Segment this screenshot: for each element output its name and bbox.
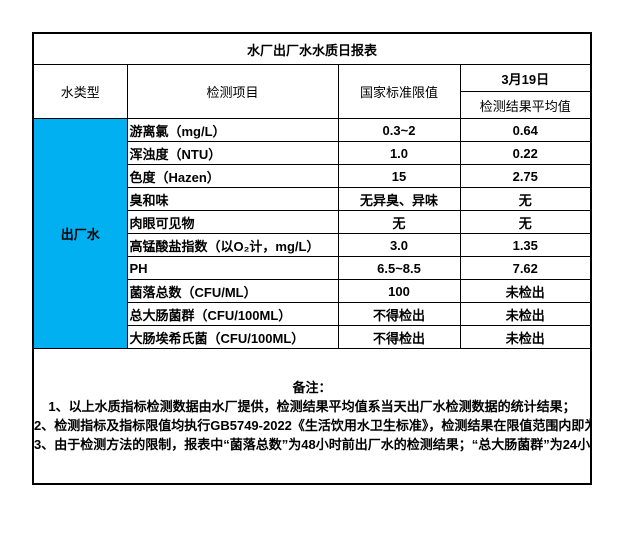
col-header-item: 检测项目: [126, 64, 339, 119]
item-cell: 浑浊度（NTU）: [126, 141, 339, 165]
item-cell: 游离氯（mg/L）: [126, 118, 339, 142]
item-cell: 大肠埃希氏菌（CFU/100ML）: [126, 325, 339, 349]
result-cell: 7.62: [459, 256, 592, 280]
table-row: 肉眼可见物 无 无: [33, 210, 592, 234]
result-cell: 未检出: [459, 325, 592, 349]
note-1: 1、以上水质指标检测数据由水厂提供，检测结果平均值系当天出厂水检测数据的统计结果…: [48, 399, 576, 414]
table-row: 总大肠菌群（CFU/100ML） 不得检出 未检出: [33, 302, 592, 326]
note-2: 2、检测指标及指标限值均执行GB5749-2022《生活饮用水卫生标准》，检测结…: [34, 418, 592, 433]
standard-cell: 6.5~8.5: [337, 256, 461, 280]
col-header-water-type: 水类型: [32, 64, 128, 119]
item-cell: 肉眼可见物: [126, 210, 339, 234]
header-row: 水类型 检测项目 国家标准限值 3月19日: [32, 64, 592, 119]
table-row: 高锰酸盐指数（以O₂计，mg/L） 3.0 1.35: [33, 233, 592, 257]
standard-cell: 不得检出: [337, 325, 461, 349]
table-row: 菌落总数（CFU/ML） 100 未检出: [33, 279, 592, 303]
result-cell: 无: [459, 210, 592, 234]
standard-cell: 0.3~2: [337, 118, 461, 142]
standard-cell: 不得检出: [337, 302, 461, 326]
water-type-value: 出厂水: [32, 118, 128, 349]
standard-cell: 15: [337, 164, 461, 188]
result-cell: 未检出: [459, 279, 592, 303]
header-subrow: 检测结果平均值: [33, 91, 592, 119]
result-cell: 未检出: [459, 302, 592, 326]
item-cell: PH: [126, 256, 339, 280]
item-cell: 总大肠菌群（CFU/100ML）: [126, 302, 339, 326]
standard-cell: 3.0: [337, 233, 461, 257]
item-cell: 臭和味: [126, 187, 339, 211]
water-quality-table: 水厂出厂水水质日报表 水类型 检测项目 国家标准限值 3月19日 检测结果平均值…: [32, 32, 593, 485]
item-cell: 色度（Hazen）: [126, 164, 339, 188]
report-title: 水厂出厂水水质日报表: [32, 32, 592, 65]
item-cell: 高锰酸盐指数（以O₂计，mg/L）: [126, 233, 339, 257]
result-cell: 1.35: [459, 233, 592, 257]
title-row: 水厂出厂水水质日报表: [32, 32, 592, 65]
table-row: 大肠埃希氏菌（CFU/100ML） 不得检出 未检出: [33, 325, 592, 349]
standard-cell: 1.0: [337, 141, 461, 165]
table-row: 出厂水 游离氯（mg/L） 0.3~2 0.64: [32, 118, 592, 349]
standard-cell: 100: [337, 279, 461, 303]
note-3: 3、由于检测方法的限制，报表中“菌落总数”为48小时前出厂水的检测结果；“总大肠…: [34, 437, 591, 452]
notes-heading: 备注：: [292, 380, 332, 395]
col-header-result: 检测结果平均值: [459, 91, 592, 119]
table-row: 臭和味 无异臭、异味 无: [33, 187, 592, 211]
col-header-date: 3月19日: [459, 64, 592, 92]
result-cell: 无: [459, 187, 592, 211]
table-row: 色度（Hazen） 15 2.75: [33, 164, 592, 188]
notes-row: 备注： 1、以上水质指标检测数据由水厂提供，检测结果平均值系当天出厂水检测数据的…: [32, 348, 592, 485]
standard-cell: 无: [337, 210, 461, 234]
table-row: 浑浊度（NTU） 1.0 0.22: [33, 141, 592, 165]
col-header-standard: 国家标准限值: [337, 64, 461, 119]
result-cell: 0.22: [459, 141, 592, 165]
result-cell: 0.64: [459, 118, 592, 142]
result-cell: 2.75: [459, 164, 592, 188]
notes-section: 备注： 1、以上水质指标检测数据由水厂提供，检测结果平均值系当天出厂水检测数据的…: [32, 348, 592, 485]
table-row: PH 6.5~8.5 7.62: [33, 256, 592, 280]
standard-cell: 无异臭、异味: [337, 187, 461, 211]
item-cell: 菌落总数（CFU/ML）: [126, 279, 339, 303]
